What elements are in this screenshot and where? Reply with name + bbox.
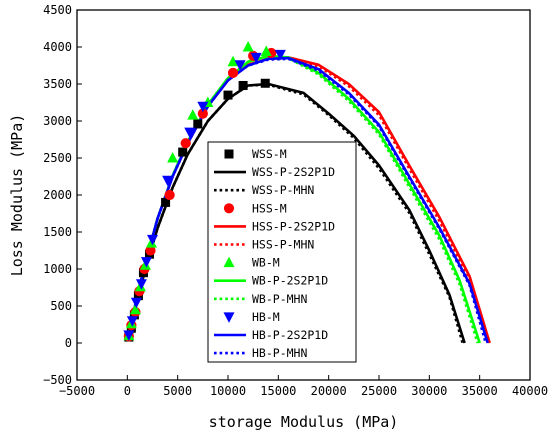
legend-label: HSS-P-2S2P1D: [252, 219, 335, 233]
data-point: [135, 279, 147, 290]
x-tick-label: 10000: [210, 384, 246, 398]
y-tick-label: 0: [65, 336, 72, 350]
y-tick-label: 1000: [43, 262, 72, 276]
x-tick-label: 0: [124, 384, 131, 398]
data-point: [129, 303, 141, 315]
data-point: [130, 297, 142, 309]
y-tick-label: 4500: [43, 3, 72, 17]
legend-label: WB-M: [252, 256, 280, 270]
legend-marker: [223, 312, 235, 323]
y-tick-label: 3500: [43, 77, 72, 91]
legend-label: WB-P-MHN: [252, 292, 307, 306]
x-tick-label: 40000: [512, 384, 548, 398]
legend-marker: [223, 203, 235, 214]
data-point: [260, 78, 270, 88]
x-axis-title: storage Modulus (MPa): [209, 413, 399, 431]
legend-label: HSS-M: [252, 201, 287, 215]
x-tick-label: 15000: [260, 384, 296, 398]
series-layer: [123, 41, 491, 344]
data-point: [123, 330, 135, 341]
data-point: [197, 101, 209, 113]
legend-label: WSS-P-2S2P1D: [252, 165, 335, 179]
x-tick-label: 30000: [411, 384, 447, 398]
data-point: [140, 257, 152, 268]
data-point: [193, 119, 203, 129]
data-point: [147, 234, 158, 246]
legend: WSS-M WSS-P-2S2P1D WSS-P-MHN HSS-M HSS-P-2S2…: [207, 141, 357, 363]
y-tick-label: 2500: [43, 151, 72, 165]
y-tick-label: 1500: [43, 225, 72, 239]
data-point: [164, 189, 175, 201]
legend-label: HB-P-2S2P1D: [252, 328, 328, 342]
legend-label: WSS-P-MHN: [252, 183, 314, 197]
data-point: [161, 197, 171, 207]
data-point: [178, 147, 188, 157]
y-tick-label: 3000: [43, 114, 72, 128]
data-point: [238, 80, 248, 90]
legend-label: WB-P-2S2P1D: [252, 274, 328, 288]
series-line-wss-p-mhn: [127, 83, 464, 344]
data-point: [242, 41, 254, 52]
x-tick-label: 5000: [163, 384, 192, 398]
data-point: [260, 45, 272, 56]
legend-label: HB-P-MHN: [252, 346, 307, 360]
x-tick-label: −5000: [59, 384, 95, 398]
data-point: [227, 55, 239, 67]
y-tick-label: 2000: [43, 188, 72, 202]
ticks-layer: −5000 0 5000 10000 15000 20000 25000 30000 35000…: [43, 3, 548, 398]
y-tick-label: 4000: [43, 40, 72, 54]
y-tick-label: 500: [50, 299, 72, 313]
data-point: [250, 52, 262, 64]
x-tick-label: 35000: [462, 384, 498, 398]
data-point: [180, 138, 191, 149]
x-tick-label: 20000: [311, 384, 347, 398]
data-point: [145, 245, 156, 256]
legend-box: [207, 141, 357, 363]
data-point: [274, 49, 286, 61]
legend-marker: [223, 256, 235, 268]
data-point: [162, 175, 174, 187]
data-point: [223, 90, 233, 100]
y-tick-label: −500: [43, 373, 72, 387]
x-tick-label: 25000: [361, 384, 397, 398]
legend-marker: [224, 149, 234, 159]
data-point: [187, 109, 199, 120]
legend-label: HB-M: [252, 310, 280, 324]
legend-label: HSS-P-MHN: [252, 238, 314, 252]
y-axis-title: Loss Modulus (MPa): [8, 114, 26, 277]
series-markers-hb-m: [123, 49, 286, 341]
data-point: [184, 127, 196, 139]
legend-label: WSS-M: [252, 147, 287, 161]
data-point: [126, 316, 138, 327]
data-point: [197, 108, 208, 119]
data-point: [234, 60, 246, 71]
data-point: [227, 67, 239, 78]
data-point: [167, 152, 179, 163]
